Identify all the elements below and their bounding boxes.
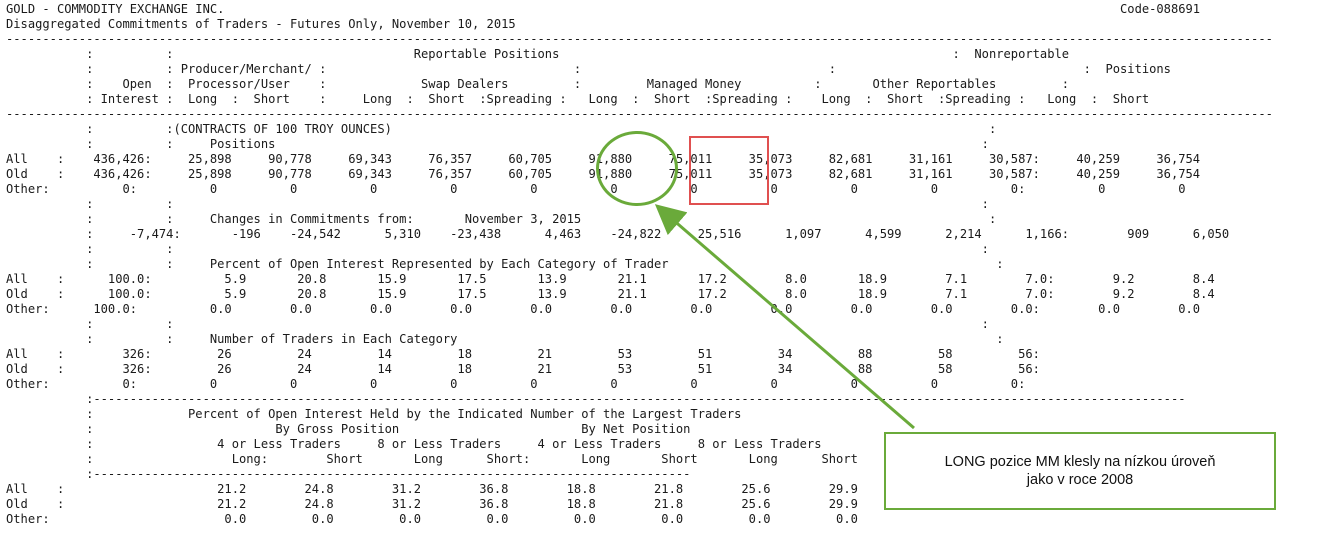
report-line: :---------------------------------------…	[6, 467, 691, 481]
report-line: ----------------------------------------…	[6, 107, 1273, 121]
managed-money-long-highlight-circle	[596, 131, 678, 206]
report-line: : Interest : Long : Short : Long : Short…	[6, 92, 1150, 106]
report-line: Old : 436,426: 25,898 90,778 69,343 76,3…	[6, 167, 1201, 181]
report-line: Other: 100.0: 0.0 0.0 0.0 0.0 0.0 0.0 0.…	[6, 302, 1201, 316]
report-line: ----------------------------------------…	[6, 32, 1273, 46]
report-line: : -7,474: -196 -24,542 5,310 -23,438 4,4…	[6, 227, 1230, 241]
report-line: All : 326: 26 24 14 18 21 53 51 34 88 58…	[6, 347, 1040, 361]
arrow-line	[654, 204, 915, 430]
report-line: : Percent of Open Interest Held by the I…	[6, 407, 742, 421]
report-line: : By Gross Position By Net Position	[6, 422, 691, 436]
report-line: :---------------------------------------…	[6, 392, 1186, 406]
annotation-callout-box: LONG pozice MM klesly na nízkou úroveň j…	[884, 432, 1276, 510]
report-line: : 4 or Less Traders 8 or Less Traders 4 …	[6, 437, 822, 451]
report-line: Disaggregated Commitments of Traders - F…	[6, 17, 516, 31]
report-line: : Long: Short Long Short: Long Short Lon…	[6, 452, 858, 466]
report-line: : : Producer/Merchant/ : : : : Positions	[6, 62, 1171, 76]
report-line: Old : 21.2 24.8 31.2 36.8 18.8 21.8 25.6…	[6, 497, 858, 511]
report-line: : : Reportable Positions : Nonreportable	[6, 47, 1070, 61]
report-line: Other: 0.0 0.0 0.0 0.0 0.0 0.0 0.0 0.0	[6, 512, 858, 526]
annotation-callout-text: LONG pozice MM klesly na nízkou úroveň j…	[944, 454, 1216, 488]
report-line: : : :	[6, 242, 989, 256]
report-line: Other: 0: 0 0 0 0 0 0 0 0 0 0 0:	[6, 377, 1026, 391]
report-line: : : Positions :	[6, 137, 989, 151]
report-line: GOLD - COMMODITY EXCHANGE INC. Code-0886…	[6, 2, 1201, 16]
managed-money-short-highlight-box	[689, 136, 769, 205]
report-line: All : 436,426: 25,898 90,778 69,343 76,3…	[6, 152, 1201, 166]
report-line: All : 100.0: 5.9 20.8 15.9 17.5 13.9 21.…	[6, 272, 1215, 286]
report-line: All : 21.2 24.8 31.2 36.8 18.8 21.8 25.6…	[6, 482, 858, 496]
report-line: : : Percent of Open Interest Represented…	[6, 257, 1004, 271]
report-line: : : Number of Traders in Each Category :	[6, 332, 1004, 346]
report-line: Old : 100.0: 5.9 20.8 15.9 17.5 13.9 21.…	[6, 287, 1215, 301]
report-line: Old : 326: 26 24 14 18 21 53 51 34 88 58…	[6, 362, 1040, 376]
cot-report-text: GOLD - COMMODITY EXCHANGE INC. Code-0886…	[6, 2, 1273, 527]
report-line: : : Changes in Commitments from: Novembe…	[6, 212, 997, 226]
report-line: : : :	[6, 197, 989, 211]
report-line: : :(CONTRACTS OF 100 TROY OUNCES) :	[6, 122, 997, 136]
report-line: : : :	[6, 317, 989, 331]
report-line: : Open : Processor/User : Swap Dealers :…	[6, 77, 1070, 91]
